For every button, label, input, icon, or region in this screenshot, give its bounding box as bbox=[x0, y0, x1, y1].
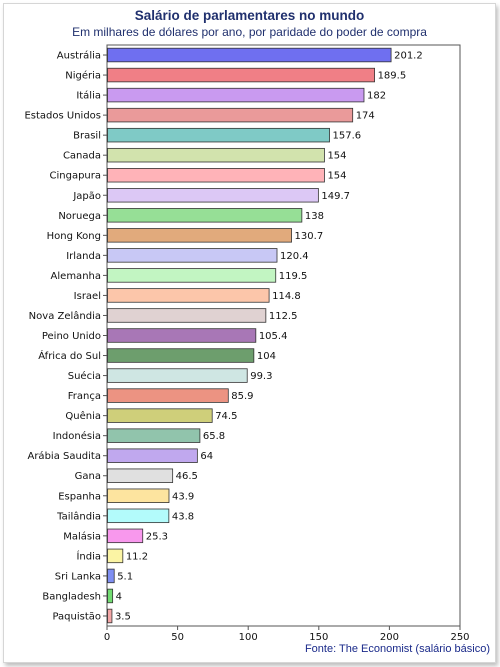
value-label: 25.3 bbox=[146, 531, 168, 542]
value-label: 112.5 bbox=[269, 311, 298, 322]
bar bbox=[107, 588, 114, 604]
category-label: Nova Zelândia bbox=[29, 310, 101, 322]
value-label: 46.5 bbox=[176, 471, 198, 482]
bar bbox=[107, 508, 170, 524]
bar bbox=[107, 168, 325, 183]
bar bbox=[107, 147, 325, 163]
bar bbox=[107, 288, 270, 303]
value-label: 119.5 bbox=[279, 271, 308, 282]
bar bbox=[107, 67, 375, 83]
bar bbox=[107, 328, 257, 343]
bar bbox=[107, 248, 278, 263]
category-label: Gana bbox=[75, 471, 101, 482]
value-label: 149.7 bbox=[321, 191, 350, 202]
value-label: 4 bbox=[116, 591, 122, 602]
category-label: Noruega bbox=[58, 211, 101, 222]
category-label: Japão bbox=[72, 191, 101, 202]
value-label: 201.2 bbox=[394, 51, 423, 62]
value-label: 174 bbox=[356, 111, 375, 122]
bar bbox=[107, 208, 303, 223]
bar bbox=[107, 268, 277, 283]
bar bbox=[107, 488, 170, 503]
bar bbox=[107, 368, 248, 383]
bar bbox=[107, 548, 124, 564]
value-label: 5.1 bbox=[117, 571, 133, 582]
bar bbox=[107, 568, 115, 584]
category-label: Cingapura bbox=[50, 171, 102, 182]
category-label: Indonésia bbox=[53, 430, 101, 442]
value-label: 105.4 bbox=[259, 331, 288, 342]
bar bbox=[107, 107, 354, 123]
x-tick-label: 100 bbox=[239, 632, 258, 643]
value-label: 120.4 bbox=[280, 251, 309, 262]
category-label: França bbox=[68, 391, 101, 402]
value-label: 157.6 bbox=[333, 131, 362, 142]
category-label: Alemanha bbox=[51, 271, 101, 282]
bar bbox=[107, 528, 144, 544]
bar bbox=[107, 348, 255, 363]
category-label: Nigéria bbox=[65, 70, 101, 82]
bar bbox=[107, 448, 198, 463]
category-label: Índia bbox=[76, 549, 101, 562]
value-label: 154 bbox=[327, 171, 346, 182]
x-tick-label: 50 bbox=[171, 632, 184, 643]
category-label: Israel bbox=[74, 291, 101, 302]
category-label: Austrália bbox=[57, 50, 101, 62]
category-label: Suécia bbox=[68, 370, 101, 382]
category-label: Irlanda bbox=[66, 251, 101, 262]
chart-title: Salário de parlamentares no mundo bbox=[134, 8, 365, 23]
category-label: Espanha bbox=[58, 491, 101, 502]
x-tick-label: 0 bbox=[104, 632, 110, 643]
bar bbox=[107, 408, 213, 423]
category-label: Tailândia bbox=[56, 510, 101, 522]
x-tick-label: 150 bbox=[309, 632, 328, 643]
category-label: Hong Kong bbox=[47, 231, 101, 242]
value-label: 43.8 bbox=[172, 511, 194, 522]
category-label: Estados Unidos bbox=[24, 111, 101, 122]
bar bbox=[107, 608, 113, 624]
chart-source: Fonte: The Economist (salário básico) bbox=[304, 643, 490, 655]
category-label: Brasil bbox=[73, 131, 101, 142]
category-label: Paquistão bbox=[52, 611, 101, 622]
bar bbox=[107, 228, 292, 243]
category-label: Itália bbox=[76, 90, 101, 102]
value-label: 154 bbox=[327, 151, 346, 162]
value-label: 74.5 bbox=[215, 411, 237, 422]
x-tick-label: 250 bbox=[450, 632, 469, 643]
bar bbox=[107, 308, 267, 323]
bar bbox=[107, 428, 201, 443]
value-label: 138 bbox=[305, 211, 324, 222]
value-label: 130.7 bbox=[295, 231, 324, 242]
bar bbox=[107, 188, 319, 203]
value-label: 99.3 bbox=[250, 371, 272, 382]
value-label: 43.9 bbox=[172, 491, 194, 502]
category-label: África do Sul bbox=[38, 349, 101, 362]
bar bbox=[107, 127, 330, 143]
bar bbox=[107, 87, 365, 103]
category-label: Peino Unido bbox=[42, 331, 101, 342]
value-label: 104 bbox=[257, 351, 276, 362]
category-label: Quênia bbox=[65, 410, 101, 422]
category-label: Bangladesh bbox=[42, 591, 101, 602]
value-label: 85.9 bbox=[231, 391, 253, 402]
value-label: 11.2 bbox=[126, 551, 148, 562]
category-label: Arábia Saudita bbox=[27, 450, 101, 462]
chart-subtitle: Em milhares de dólares por ano, por pari… bbox=[72, 25, 427, 39]
category-label: Malásia bbox=[63, 530, 101, 542]
value-label: 189.5 bbox=[378, 71, 407, 82]
value-label: 64 bbox=[200, 451, 213, 462]
bar bbox=[107, 388, 229, 403]
bar bbox=[107, 47, 392, 63]
value-label: 182 bbox=[367, 91, 386, 102]
value-label: 114.8 bbox=[272, 291, 301, 302]
x-tick-label: 200 bbox=[380, 632, 399, 643]
value-label: 65.8 bbox=[203, 431, 225, 442]
category-label: Sri Lanka bbox=[55, 571, 101, 582]
value-label: 3.5 bbox=[115, 611, 131, 622]
bar bbox=[107, 468, 174, 483]
category-label: Canada bbox=[63, 151, 101, 162]
